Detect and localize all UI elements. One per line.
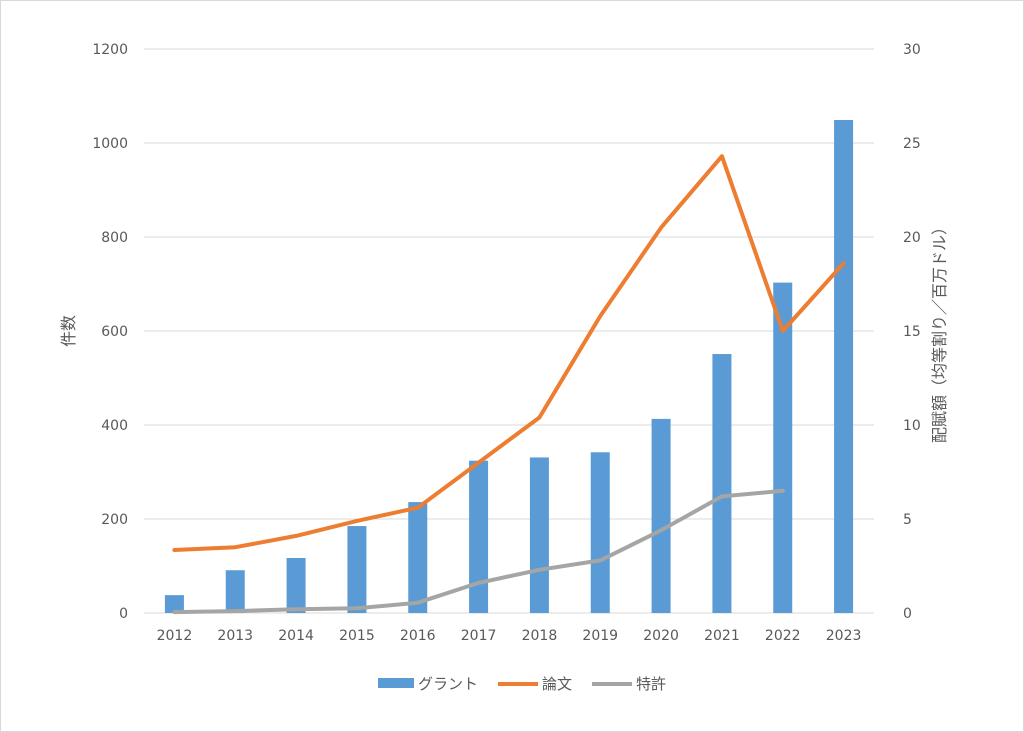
right-tick-label: 30 (903, 42, 921, 58)
right-axis-ticks: 0 5 10 15 20 25 30 (903, 42, 921, 622)
bar (834, 119, 854, 613)
x-tick-label: 2023 (826, 628, 862, 644)
bar (347, 526, 367, 613)
x-tick-label: 2020 (643, 628, 679, 644)
x-tick-label: 2018 (522, 628, 558, 644)
bar (590, 452, 610, 613)
right-tick-label: 20 (903, 230, 921, 246)
bar (712, 354, 732, 613)
bar (773, 282, 793, 613)
papers-series-line (172, 154, 846, 552)
x-tick-label: 2019 (582, 628, 618, 644)
left-tick-label: 1000 (92, 136, 128, 152)
left-tick-label: 400 (101, 418, 128, 434)
bar (651, 418, 671, 613)
bar (164, 595, 184, 613)
right-tick-label: 5 (903, 512, 912, 528)
legend-label-grants: グラント (418, 675, 478, 693)
bar (286, 558, 306, 613)
line-series (172, 154, 846, 615)
left-tick-label: 600 (101, 324, 128, 340)
bar (529, 457, 549, 613)
left-axis-title: 件数 (59, 315, 78, 347)
x-tick-label: 2013 (217, 628, 253, 644)
right-axis-title: 配賦額（均等割り／百万ドル） (930, 219, 949, 443)
bar (469, 460, 489, 613)
left-tick-label: 1200 (92, 42, 128, 58)
x-tick-label: 2017 (461, 628, 497, 644)
bar (225, 570, 245, 613)
left-tick-label: 0 (119, 606, 128, 622)
x-tick-label: 2012 (157, 628, 193, 644)
right-tick-label: 0 (903, 606, 912, 622)
right-tick-label: 15 (903, 324, 921, 340)
bar-series (164, 119, 854, 613)
legend-label-patents: 特許 (636, 675, 666, 693)
x-tick-label: 2016 (400, 628, 436, 644)
legend-label-papers: 論文 (542, 675, 572, 693)
x-axis-ticks: 2012 2013 2014 2015 2016 2017 2018 2019 2020 2021… (157, 628, 862, 644)
x-tick-label: 2021 (704, 628, 740, 644)
patents-series-line (172, 488, 785, 615)
left-tick-label: 200 (101, 512, 128, 528)
right-tick-label: 25 (903, 136, 921, 152)
legend-swatch-grants (378, 678, 414, 688)
left-axis-ticks: 0 200 400 600 800 1000 1200 (92, 42, 128, 622)
x-tick-label: 2015 (339, 628, 375, 644)
gridlines (144, 48, 874, 614)
right-tick-label: 10 (903, 418, 921, 434)
x-tick-label: 2014 (278, 628, 314, 644)
legend: グラント 論文 特許 (378, 675, 666, 693)
bar (408, 502, 428, 613)
x-tick-label: 2022 (765, 628, 801, 644)
left-tick-label: 800 (101, 230, 128, 246)
